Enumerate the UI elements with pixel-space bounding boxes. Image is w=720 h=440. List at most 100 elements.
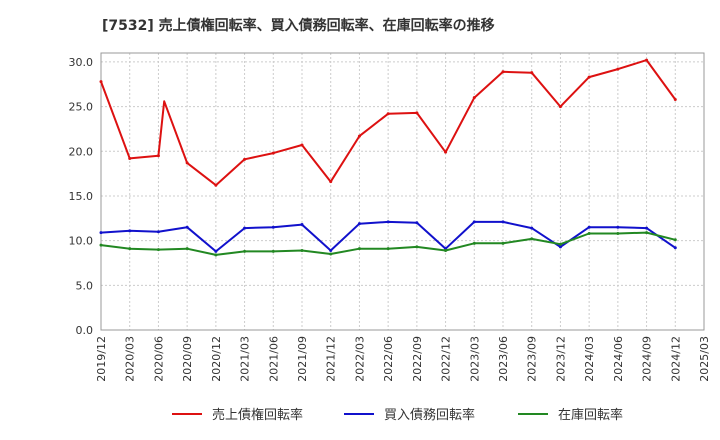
x-tick-label: 2025/03	[698, 336, 711, 382]
data-point	[243, 226, 247, 230]
data-point	[300, 248, 304, 252]
data-point	[673, 238, 677, 242]
data-point	[501, 220, 505, 224]
data-point	[587, 225, 591, 229]
y-tick-label: 30.0	[69, 56, 94, 69]
x-tick-label: 2020/09	[181, 336, 194, 382]
data-point	[616, 231, 620, 235]
y-tick-label: 20.0	[69, 145, 94, 158]
data-point	[156, 248, 160, 252]
data-point	[673, 246, 677, 250]
data-point	[587, 75, 591, 79]
data-point	[645, 58, 649, 62]
series-lines	[99, 58, 677, 257]
x-tick-label: 2021/09	[296, 336, 309, 382]
data-point	[185, 161, 189, 165]
data-point	[444, 248, 448, 252]
x-tick-label: 2021/12	[325, 336, 338, 382]
data-point	[243, 249, 247, 253]
data-point	[271, 249, 275, 253]
x-tick-label: 2024/09	[641, 336, 654, 382]
data-point	[530, 226, 534, 230]
data-point	[415, 221, 419, 225]
grid	[100, 53, 705, 331]
data-point	[271, 151, 275, 155]
data-point	[558, 245, 562, 249]
data-point	[357, 222, 361, 226]
data-point	[329, 180, 333, 184]
data-point	[357, 134, 361, 138]
x-tick-label: 2024/12	[669, 336, 682, 382]
data-point	[616, 225, 620, 229]
data-point	[472, 220, 476, 224]
x-tick-label: 2020/06	[152, 336, 165, 382]
data-point	[530, 237, 534, 241]
data-point	[530, 71, 534, 75]
legend-label: 売上債権回転率	[212, 407, 303, 423]
data-point	[616, 67, 620, 71]
chart-title: [7532] 売上債権回転率、買入債務回転率、在庫回転率の推移	[102, 17, 495, 34]
y-tick-label: 15.0	[69, 190, 94, 203]
data-point	[128, 156, 132, 160]
x-tick-label: 2024/03	[583, 336, 596, 382]
data-point	[128, 229, 132, 233]
legend-label: 買入債務回転率	[384, 407, 475, 423]
data-point	[300, 143, 304, 147]
data-point	[99, 243, 103, 247]
data-point	[558, 242, 562, 246]
data-point	[300, 223, 304, 227]
data-point	[185, 225, 189, 229]
data-point	[645, 231, 649, 235]
data-point	[99, 80, 103, 84]
data-point	[243, 157, 247, 161]
data-point	[128, 247, 132, 251]
x-tick-label: 2020/03	[124, 336, 137, 382]
data-point	[185, 247, 189, 251]
data-point	[415, 111, 419, 115]
data-point	[444, 150, 448, 154]
x-tick-label: 2022/12	[440, 336, 453, 382]
x-tick-label: 2021/06	[267, 336, 280, 382]
plot-frame	[100, 52, 705, 331]
x-tick-label: 2024/06	[612, 336, 625, 382]
series-line-売上債権回転率	[100, 59, 677, 187]
data-point	[472, 241, 476, 245]
data-point	[214, 253, 218, 257]
x-tick-label: 2019/12	[95, 336, 108, 382]
data-point	[386, 112, 390, 116]
x-axis: 2019/12 2020/03 2020/06 2020/09 2020/12 2021/…	[95, 336, 711, 382]
data-point	[357, 247, 361, 251]
x-tick-label: 2023/09	[526, 336, 539, 382]
data-point	[271, 225, 275, 229]
x-tick-label: 2023/03	[468, 336, 481, 382]
y-tick-label: 5.0	[76, 279, 94, 292]
data-point	[214, 249, 218, 253]
x-tick-label: 2022/03	[353, 336, 366, 382]
data-point	[214, 183, 218, 187]
data-point	[386, 247, 390, 251]
data-point	[501, 70, 505, 74]
y-tick-label: 25.0	[69, 101, 94, 114]
data-point	[673, 97, 677, 101]
y-axis: 0.0 5.0 10.0 15.0 20.0 25.0 30.0	[69, 56, 94, 337]
series-line-在庫回転率	[100, 231, 676, 256]
data-point	[329, 252, 333, 256]
x-tick-label: 2022/06	[382, 336, 395, 382]
data-point	[558, 105, 562, 109]
x-tick-label: 2022/09	[411, 336, 424, 382]
y-tick-label: 0.0	[76, 324, 94, 337]
data-point	[587, 231, 591, 235]
data-point	[99, 231, 103, 235]
x-tick-label: 2020/12	[210, 336, 223, 382]
x-tick-label: 2023/06	[497, 336, 510, 382]
data-point	[329, 248, 333, 252]
data-point	[156, 230, 160, 234]
data-point	[386, 220, 390, 224]
data-point	[415, 245, 419, 249]
legend: 売上債権回転率 買入債務回転率 在庫回転率	[172, 407, 623, 423]
data-point	[645, 226, 649, 230]
y-tick-label: 10.0	[69, 235, 94, 248]
legend-label: 在庫回転率	[558, 407, 623, 423]
x-tick-label: 2023/12	[554, 336, 567, 382]
